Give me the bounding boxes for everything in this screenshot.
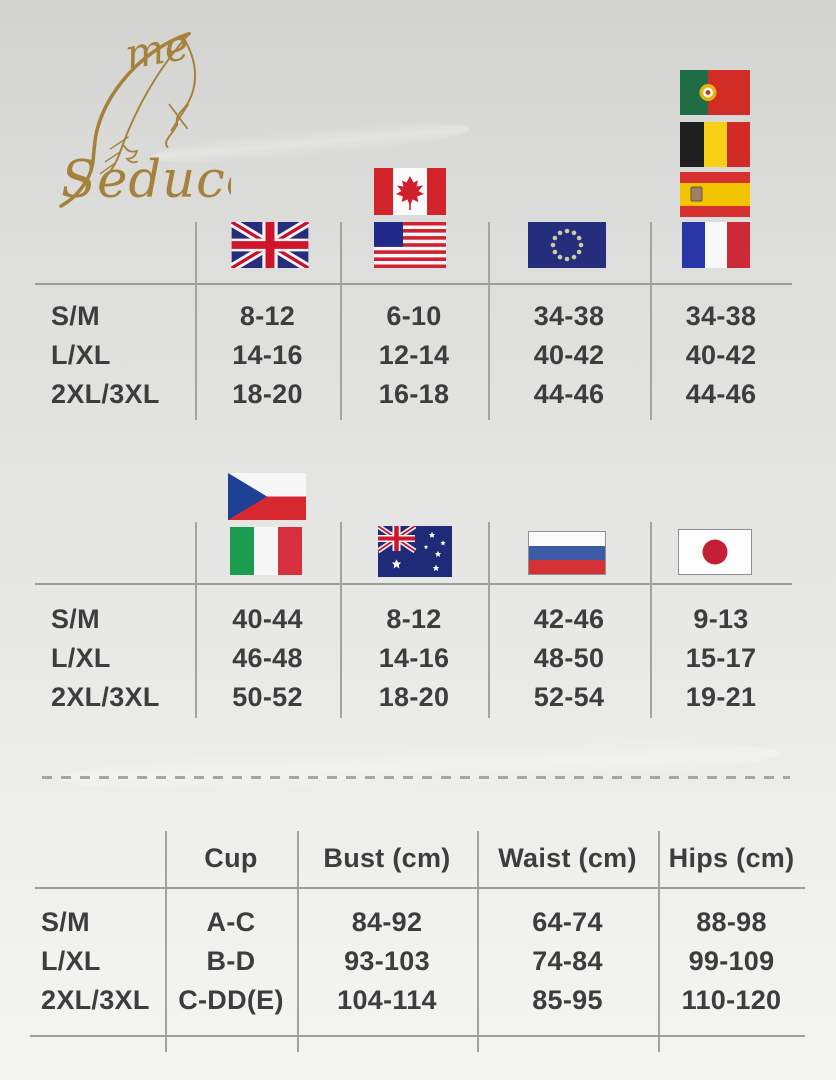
waist-value: 64-74 xyxy=(532,907,603,937)
divider-line xyxy=(488,222,490,420)
size-value: 14-16 xyxy=(378,643,450,673)
divider-line xyxy=(195,222,197,420)
cup-value: B-D xyxy=(206,946,256,976)
size-value: 8-12 xyxy=(239,301,296,331)
size-value: 46-48 xyxy=(232,643,303,673)
flag-belgium-icon xyxy=(680,122,750,167)
divider-line xyxy=(477,831,479,1052)
column-header-cup: Cup xyxy=(204,842,258,873)
flag-japan-icon xyxy=(678,529,752,575)
size-value: 8-12 xyxy=(386,604,442,634)
header-spacer xyxy=(35,832,165,884)
size-value: 40-42 xyxy=(685,340,757,370)
size-value: 19-21 xyxy=(685,682,757,712)
row-label: 2XL/3XL xyxy=(41,985,150,1015)
size-value: 42-46 xyxy=(533,604,605,634)
size-value: 18-20 xyxy=(378,682,450,712)
column-header-waist: Waist (cm) xyxy=(498,842,637,873)
divider-line xyxy=(658,831,660,1052)
divider-line xyxy=(297,831,299,1052)
size-value: 34-38 xyxy=(533,301,605,331)
waist-value: 85-95 xyxy=(532,985,603,1015)
size-value: 9-13 xyxy=(693,604,749,634)
divider-line xyxy=(340,522,342,718)
logo-text-me: me xyxy=(121,21,192,79)
row-label: S/M xyxy=(41,907,90,937)
divider-line xyxy=(650,222,652,420)
flag-european-union-icon xyxy=(528,222,606,268)
size-value: 12-14 xyxy=(378,340,450,370)
divider-line xyxy=(650,522,652,718)
bust-value: 93-103 xyxy=(344,946,430,976)
size-value: 44-46 xyxy=(685,379,757,409)
column-header-hips: Hips (cm) xyxy=(668,842,795,873)
size-value: 14-16 xyxy=(232,340,303,370)
flag-spain-icon xyxy=(680,172,750,217)
divider-line xyxy=(195,522,197,718)
cup-value: C-DD(E) xyxy=(178,985,284,1015)
size-value: 52-54 xyxy=(533,682,605,712)
divider-line xyxy=(165,831,167,1052)
size-value: 16-18 xyxy=(378,379,450,409)
bust-value: 84-92 xyxy=(351,907,423,937)
hips-value: 110-120 xyxy=(681,985,782,1015)
size-value: 34-38 xyxy=(685,301,757,331)
divider-line xyxy=(30,1035,805,1037)
logo-text-seduce: Seduce xyxy=(61,150,231,208)
size-value: 50-52 xyxy=(232,682,303,712)
hips-value: 99-109 xyxy=(688,946,775,976)
background-streak xyxy=(59,732,781,800)
size-value: 6-10 xyxy=(386,301,442,331)
row-label: 2XL/3XL xyxy=(51,379,160,409)
row-label: 2XL/3XL xyxy=(51,682,160,712)
row-label: L/XL xyxy=(51,643,111,673)
bust-value: 104-114 xyxy=(337,985,437,1015)
waist-value: 74-84 xyxy=(532,946,603,976)
flag-australia-icon xyxy=(378,526,452,577)
divider-line xyxy=(488,522,490,718)
flag-usa-icon xyxy=(374,222,446,268)
size-value: 48-50 xyxy=(533,643,605,673)
row-label: S/M xyxy=(51,301,100,331)
size-value: 44-46 xyxy=(533,379,605,409)
row-label: S/M xyxy=(51,604,100,634)
cup-value: A-C xyxy=(206,907,256,937)
divider-line xyxy=(340,222,342,420)
dashed-divider xyxy=(42,776,790,779)
brand-logo: me Seduce xyxy=(59,21,231,208)
flag-czech-republic-icon xyxy=(228,473,306,520)
column-header-bust: Bust (cm) xyxy=(323,842,451,873)
flag-portugal-icon xyxy=(680,70,750,115)
size-table-international-1: S/M 8-12 6-10 34-38 34-38 L/XL 14-16 12-… xyxy=(35,297,792,414)
flag-france-icon xyxy=(682,222,750,268)
row-label: L/XL xyxy=(51,340,111,370)
flag-united-kingdom-icon xyxy=(231,222,309,268)
size-value: 40-44 xyxy=(232,604,303,634)
divider-line xyxy=(35,583,792,585)
flag-italy-icon xyxy=(230,527,302,575)
measurement-table-header: Cup Bust (cm) Waist (cm) Hips (cm) xyxy=(35,832,805,884)
divider-line xyxy=(35,283,792,285)
size-value: 40-42 xyxy=(533,340,605,370)
size-table-international-2: S/M 40-44 8-12 42-46 9-13 L/XL 46-48 14-… xyxy=(35,600,792,717)
row-label: L/XL xyxy=(41,946,101,976)
hips-value: 88-98 xyxy=(696,907,767,937)
flag-canada-icon xyxy=(374,168,446,215)
measurement-table: S/M A-C 84-92 64-74 88-98 L/XL B-D 93-10… xyxy=(35,903,805,1020)
size-value: 15-17 xyxy=(685,643,757,673)
size-value: 18-20 xyxy=(232,379,303,409)
divider-line xyxy=(35,887,805,889)
flag-russia-icon xyxy=(528,531,606,575)
